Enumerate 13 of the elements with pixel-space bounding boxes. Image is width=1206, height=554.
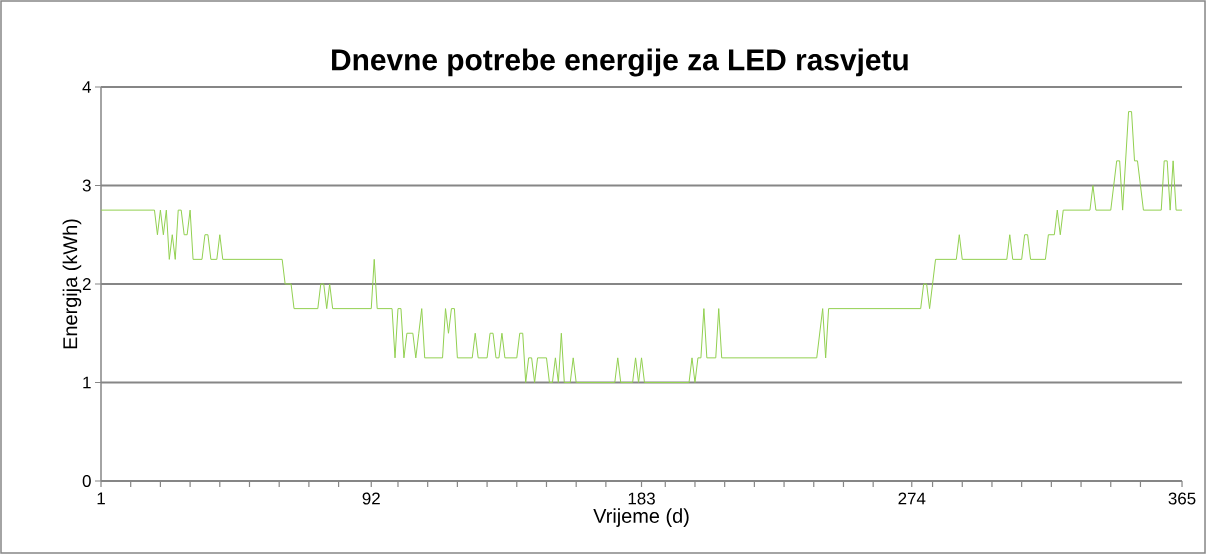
- x-tick-label: 183: [628, 492, 655, 505]
- x-tick-label: 1: [97, 492, 105, 505]
- x-axis-title: Vrijeme (d): [593, 508, 689, 527]
- y-tick-label: 0: [82, 475, 91, 487]
- y-tick-label: 1: [83, 376, 91, 389]
- x-tick-label: 274: [898, 492, 926, 505]
- y-tick-label: 2: [82, 278, 91, 290]
- x-tick-label: 365: [1168, 492, 1196, 505]
- x-tick-label: 92: [362, 492, 380, 505]
- y-axis-title: Energija (kWh): [62, 219, 82, 349]
- y-tick-label: 4: [82, 81, 91, 93]
- y-tick-label: 3: [82, 179, 91, 192]
- chart-title: Dnevne potrebe energije za LED rasvjetu: [332, 48, 908, 77]
